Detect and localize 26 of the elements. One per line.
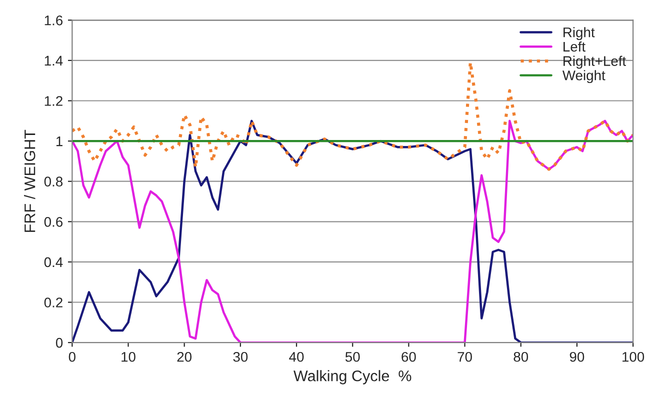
y-tick-label: 1.6 xyxy=(44,15,63,26)
legend-label: Right xyxy=(564,27,595,40)
x-tick-label: 60 xyxy=(402,352,416,362)
x-tick-label: 50 xyxy=(345,352,360,362)
x-tick-label: 90 xyxy=(570,352,584,362)
legend-label: Left xyxy=(564,41,586,52)
x-tick-label: 70 xyxy=(458,352,472,362)
legend-label: Weight xyxy=(562,70,606,84)
x-tick-label: 30 xyxy=(233,352,248,362)
y-tick-label: 0.4 xyxy=(44,257,63,268)
y-tick-label: 1 xyxy=(56,136,62,146)
x-axis-title: Walking Cycle % xyxy=(294,370,412,384)
legend-label: Right+Left xyxy=(564,56,626,69)
x-tick-label: 0 xyxy=(68,352,76,362)
x-tick-label: 40 xyxy=(289,352,304,362)
y-tick-label: 0.6 xyxy=(44,216,63,227)
y-tick-label: 1.2 xyxy=(44,96,62,106)
y-tick-label: 0.8 xyxy=(44,176,63,187)
y-tick-label: 0.2 xyxy=(44,298,62,308)
y-tick-label: 0 xyxy=(56,338,63,348)
y-tick-label: 1.4 xyxy=(44,56,63,66)
x-tick-label: 20 xyxy=(177,352,192,362)
x-tick-label: 80 xyxy=(514,352,528,362)
x-tick-label: 100 xyxy=(622,352,644,362)
y-axis-title: FRF / WEIGHT xyxy=(24,130,36,232)
x-tick-label: 10 xyxy=(122,352,136,362)
